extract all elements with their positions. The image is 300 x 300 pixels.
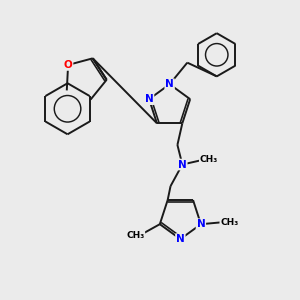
Text: N: N — [145, 94, 154, 104]
Text: N: N — [176, 234, 185, 244]
Text: CH₃: CH₃ — [200, 155, 218, 164]
Text: N: N — [196, 219, 205, 229]
Text: CH₃: CH₃ — [126, 232, 144, 241]
Text: O: O — [64, 60, 73, 70]
Text: CH₃: CH₃ — [220, 218, 238, 227]
Text: N: N — [165, 79, 174, 89]
Text: N: N — [178, 160, 187, 170]
